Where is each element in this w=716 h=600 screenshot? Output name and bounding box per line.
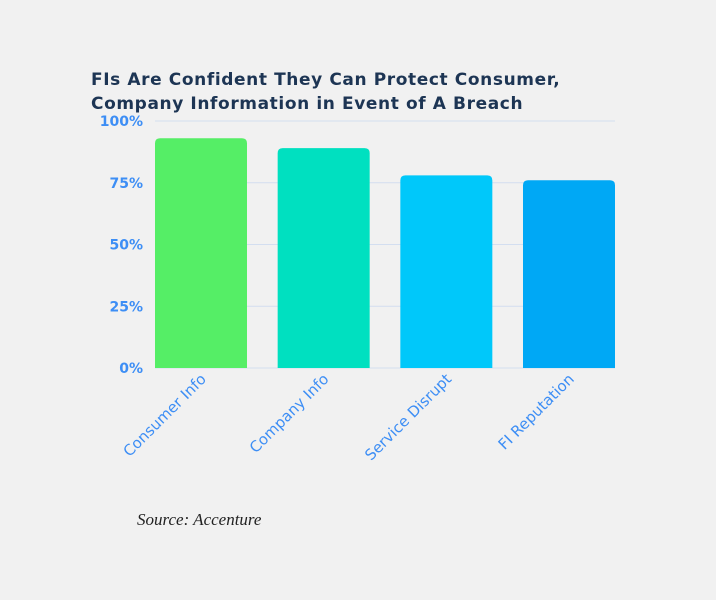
bar [523,180,615,368]
y-tick-label: 0% [119,361,143,377]
bar [400,175,493,368]
y-tick-label: 75% [109,176,143,192]
y-tick-label: 100% [100,114,143,130]
x-tick-label: Service Disrupt [361,370,455,464]
source-note: Source: Accenture [137,510,262,529]
chart-title-line-2: Company Information in Event of A Breach [91,94,524,114]
x-tick-label: FI Reputation [495,370,578,453]
chart-title-line-1: FIs Are Confident They Can Protect Consu… [91,70,561,90]
bar [155,138,247,368]
chart-title: FIs Are Confident They Can Protect Consu… [91,68,560,116]
y-tick-label: 50% [109,238,143,254]
x-tick-label: Company Info [246,370,333,457]
x-tick-label: Consumer Info [120,370,210,460]
y-tick-label: 25% [109,299,143,315]
bar [277,148,370,368]
